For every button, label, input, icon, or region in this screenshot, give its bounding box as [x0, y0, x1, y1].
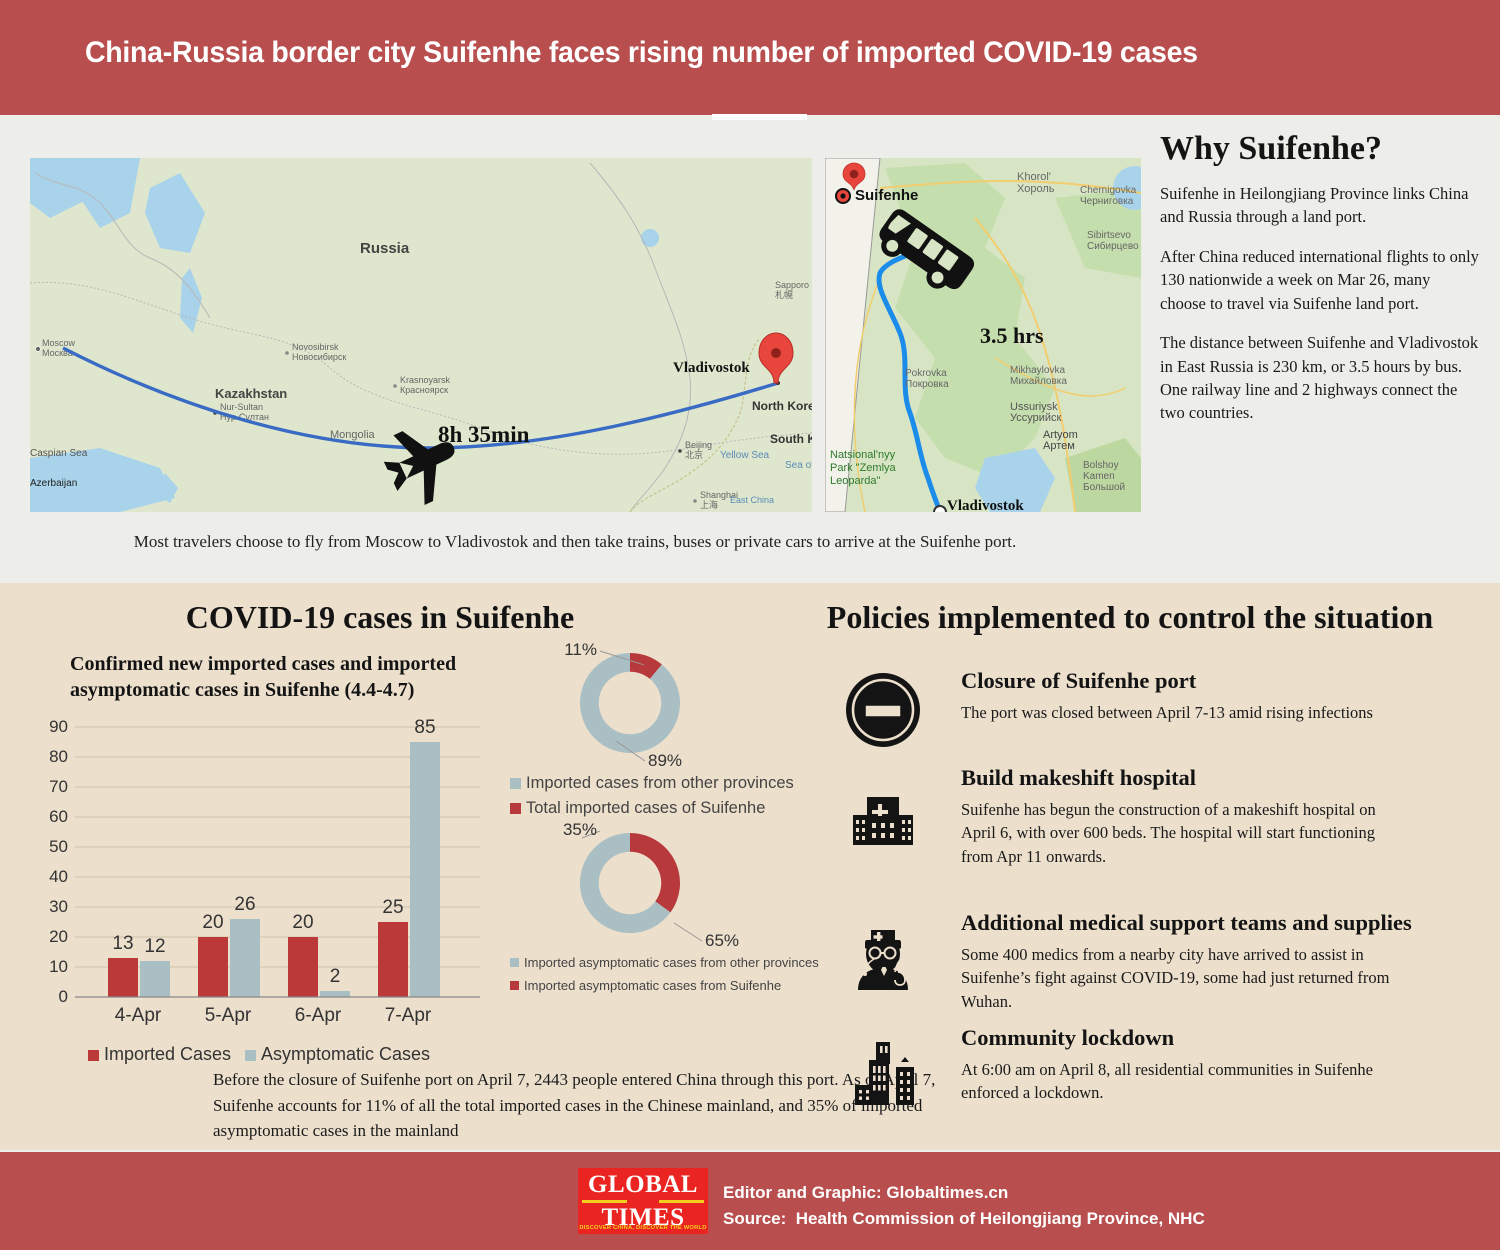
svg-text:3.5 hrs: 3.5 hrs	[980, 323, 1044, 348]
svg-text:Leoparda": Leoparda"	[830, 475, 880, 487]
svg-text:30: 30	[49, 897, 68, 916]
svg-text:Pokrovka: Pokrovka	[905, 368, 947, 379]
svg-text:Большой: Большой	[1083, 482, 1125, 493]
svg-text:60: 60	[49, 807, 68, 826]
svg-text:Sibirtsevo: Sibirtsevo	[1087, 230, 1131, 241]
svg-text:20: 20	[292, 912, 313, 933]
svg-text:Yellow Sea: Yellow Sea	[720, 450, 770, 461]
svg-text:85: 85	[414, 717, 435, 738]
svg-text:Imported asymptomatic cases fr: Imported asymptomatic cases from other p…	[524, 955, 819, 970]
svg-text:Krasnoyarsk: Krasnoyarsk	[400, 375, 451, 385]
svg-text:East China: East China	[730, 495, 774, 505]
svg-text:Russia: Russia	[360, 240, 410, 257]
svg-text:7-Apr: 7-Apr	[385, 1005, 432, 1026]
svg-text:12: 12	[144, 936, 165, 957]
svg-text:Imported Cases: Imported Cases	[104, 1044, 231, 1064]
svg-text:Kamen: Kamen	[1083, 471, 1115, 482]
svg-text:South Korea: South Korea	[770, 432, 812, 446]
svg-text:10: 10	[49, 957, 68, 976]
svg-text:Asymptomatic Cases: Asymptomatic Cases	[261, 1044, 430, 1064]
svg-text:Nur-Sultan: Nur-Sultan	[220, 402, 263, 412]
svg-text:13: 13	[112, 933, 133, 954]
svg-text:80: 80	[49, 747, 68, 766]
svg-text:65%: 65%	[705, 931, 739, 950]
svg-text:Sea of Japa: Sea of Japa	[785, 460, 812, 471]
svg-text:2: 2	[330, 966, 341, 987]
svg-text:札幌: 札幌	[775, 289, 793, 300]
svg-text:26: 26	[234, 894, 255, 915]
svg-text:Khorol': Khorol'	[1017, 171, 1051, 183]
svg-text:6-Apr: 6-Apr	[295, 1005, 342, 1026]
svg-text:Caspian Sea: Caspian Sea	[30, 448, 88, 459]
svg-text:5-Apr: 5-Apr	[205, 1005, 252, 1026]
svg-text:Chernigovka: Chernigovka	[1080, 185, 1137, 196]
svg-text:Красноярск: Красноярск	[400, 385, 448, 395]
svg-text:Park "Zemlya: Park "Zemlya	[830, 462, 897, 474]
svg-text:Vladivostok: Vladivostok	[947, 498, 1024, 512]
svg-text:Михайловка: Михайловка	[1010, 376, 1067, 387]
svg-text:北京: 北京	[685, 449, 703, 460]
svg-text:4-Apr: 4-Apr	[115, 1005, 162, 1026]
svg-text:Черниговка: Черниговка	[1080, 196, 1134, 207]
svg-text:North Korea: North Korea	[752, 399, 812, 413]
svg-text:Хороль: Хороль	[1017, 183, 1055, 195]
svg-text:Suifenhe: Suifenhe	[855, 187, 918, 204]
svg-text:Kazakhstan: Kazakhstan	[215, 386, 287, 401]
svg-text:Mikhaylovka: Mikhaylovka	[1010, 365, 1065, 376]
svg-text:Moscow: Moscow	[42, 338, 76, 348]
svg-text:50: 50	[49, 837, 68, 856]
svg-text:上海: 上海	[700, 499, 718, 510]
svg-text:Total imported cases of Suifen: Total imported cases of Suifenhe	[526, 799, 765, 817]
svg-text:20: 20	[49, 927, 68, 946]
svg-text:Beijing: Beijing	[685, 440, 712, 450]
svg-text:Azerbaijan: Azerbaijan	[30, 478, 77, 489]
svg-text:Покровка: Покровка	[905, 379, 949, 390]
svg-text:8h 35min: 8h 35min	[438, 422, 530, 447]
svg-text:25: 25	[382, 897, 403, 918]
svg-text:20: 20	[202, 912, 223, 933]
svg-text:89%: 89%	[648, 751, 682, 770]
svg-text:40: 40	[49, 867, 68, 886]
svg-text:Bolshoy: Bolshoy	[1083, 460, 1119, 471]
svg-text:Vladivostok: Vladivostok	[673, 360, 750, 376]
svg-text:Уссурийск: Уссурийск	[1010, 412, 1062, 424]
svg-text:35%: 35%	[563, 820, 597, 839]
svg-text:Imported cases from other prov: Imported cases from other provinces	[526, 774, 794, 792]
svg-text:Артем: Артем	[1043, 440, 1075, 452]
svg-text:Natsional'nyy: Natsional'nyy	[830, 449, 896, 461]
svg-text:90: 90	[49, 717, 68, 736]
svg-text:Сибирцево: Сибирцево	[1087, 240, 1139, 252]
svg-text:11%: 11%	[564, 640, 597, 659]
svg-text:0: 0	[59, 987, 68, 1006]
svg-text:Imported asymptomatic cases fr: Imported asymptomatic cases from Suifenh…	[524, 978, 781, 993]
svg-text:Новосибирск: Новосибирск	[292, 352, 346, 362]
svg-text:70: 70	[49, 777, 68, 796]
svg-text:Novosibirsk: Novosibirsk	[292, 342, 339, 352]
svg-text:Sapporo: Sapporo	[775, 280, 809, 290]
